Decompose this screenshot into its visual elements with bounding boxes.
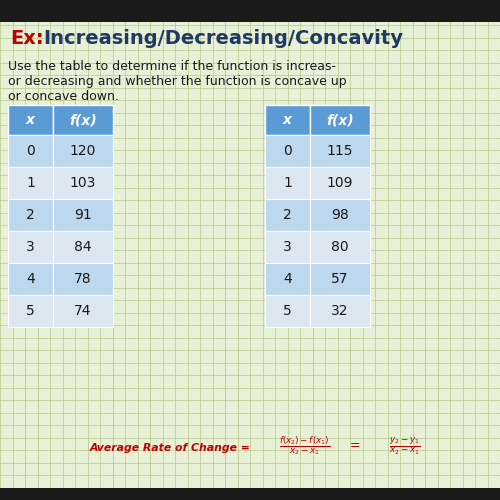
FancyBboxPatch shape bbox=[8, 295, 53, 327]
FancyBboxPatch shape bbox=[310, 263, 370, 295]
FancyBboxPatch shape bbox=[53, 263, 113, 295]
FancyBboxPatch shape bbox=[0, 488, 500, 500]
Text: 5: 5 bbox=[283, 304, 292, 318]
Text: or concave down.: or concave down. bbox=[8, 90, 119, 103]
Text: 98: 98 bbox=[331, 208, 349, 222]
Text: 103: 103 bbox=[70, 176, 96, 190]
FancyBboxPatch shape bbox=[8, 199, 53, 231]
Text: 120: 120 bbox=[70, 144, 96, 158]
FancyBboxPatch shape bbox=[265, 105, 310, 135]
FancyBboxPatch shape bbox=[265, 231, 310, 263]
FancyBboxPatch shape bbox=[8, 105, 53, 135]
Text: or decreasing and whether the function is concave up: or decreasing and whether the function i… bbox=[8, 75, 346, 88]
FancyBboxPatch shape bbox=[8, 231, 53, 263]
Text: Increasing/Decreasing/Concavity: Increasing/Decreasing/Concavity bbox=[43, 28, 403, 48]
FancyBboxPatch shape bbox=[310, 295, 370, 327]
Text: 1: 1 bbox=[26, 176, 35, 190]
Text: 84: 84 bbox=[74, 240, 92, 254]
FancyBboxPatch shape bbox=[310, 167, 370, 199]
FancyBboxPatch shape bbox=[265, 263, 310, 295]
Text: =: = bbox=[350, 440, 360, 452]
Text: Use the table to determine if the function is increas-: Use the table to determine if the functi… bbox=[8, 60, 336, 73]
Text: 78: 78 bbox=[74, 272, 92, 286]
Text: 80: 80 bbox=[331, 240, 349, 254]
FancyBboxPatch shape bbox=[53, 231, 113, 263]
FancyBboxPatch shape bbox=[8, 263, 53, 295]
FancyBboxPatch shape bbox=[310, 199, 370, 231]
Text: 4: 4 bbox=[283, 272, 292, 286]
Text: 2: 2 bbox=[26, 208, 35, 222]
Text: 109: 109 bbox=[327, 176, 353, 190]
Text: 1: 1 bbox=[283, 176, 292, 190]
FancyBboxPatch shape bbox=[0, 0, 500, 22]
FancyBboxPatch shape bbox=[53, 199, 113, 231]
Text: 3: 3 bbox=[26, 240, 35, 254]
FancyBboxPatch shape bbox=[310, 135, 370, 167]
Text: 5: 5 bbox=[26, 304, 35, 318]
Text: $\frac{y_2-y_1}{x_2-x_1}$: $\frac{y_2-y_1}{x_2-x_1}$ bbox=[389, 436, 421, 456]
Text: 57: 57 bbox=[331, 272, 349, 286]
Text: 2: 2 bbox=[283, 208, 292, 222]
FancyBboxPatch shape bbox=[265, 199, 310, 231]
Text: Ex:: Ex: bbox=[10, 28, 43, 48]
FancyBboxPatch shape bbox=[8, 135, 53, 167]
Text: f(x): f(x) bbox=[69, 113, 97, 127]
Text: f(x): f(x) bbox=[326, 113, 354, 127]
Text: 0: 0 bbox=[283, 144, 292, 158]
FancyBboxPatch shape bbox=[265, 295, 310, 327]
FancyBboxPatch shape bbox=[310, 231, 370, 263]
FancyBboxPatch shape bbox=[53, 167, 113, 199]
Text: Average Rate of Change =: Average Rate of Change = bbox=[90, 443, 254, 453]
Text: 74: 74 bbox=[74, 304, 92, 318]
FancyBboxPatch shape bbox=[310, 105, 370, 135]
FancyBboxPatch shape bbox=[8, 167, 53, 199]
Text: x: x bbox=[283, 113, 292, 127]
Text: 4: 4 bbox=[26, 272, 35, 286]
Text: 3: 3 bbox=[283, 240, 292, 254]
FancyBboxPatch shape bbox=[265, 135, 310, 167]
Text: 0: 0 bbox=[26, 144, 35, 158]
Text: x: x bbox=[26, 113, 35, 127]
FancyBboxPatch shape bbox=[53, 295, 113, 327]
Text: 115: 115 bbox=[327, 144, 353, 158]
FancyBboxPatch shape bbox=[53, 105, 113, 135]
Text: 91: 91 bbox=[74, 208, 92, 222]
Text: $\frac{f(x_2)-f(x_1)}{x_2-x_1}$: $\frac{f(x_2)-f(x_1)}{x_2-x_1}$ bbox=[280, 434, 330, 458]
Text: 32: 32 bbox=[331, 304, 349, 318]
FancyBboxPatch shape bbox=[53, 135, 113, 167]
FancyBboxPatch shape bbox=[265, 167, 310, 199]
